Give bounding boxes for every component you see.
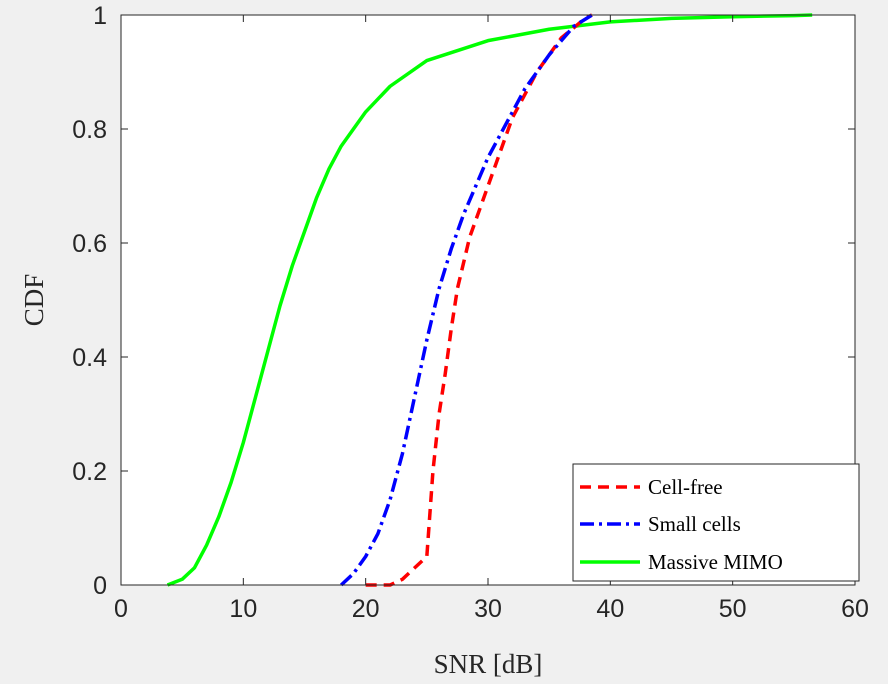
x-tick-label: 60 — [841, 595, 869, 623]
x-tick-label: 10 — [229, 595, 257, 623]
x-tick-label: 50 — [719, 595, 747, 623]
ticks-layer: 0 10 20 30 40 50 60 0 0.2 0.4 0.6 0.8 1 — [72, 2, 869, 623]
legend-label-small-cells: Small cells — [648, 512, 741, 536]
x-tick-label: 30 — [474, 595, 502, 623]
y-axis-title: CDF — [19, 274, 49, 327]
y-tick-label: 0 — [93, 572, 107, 600]
legend: Cell-free Small cells Massive MIMO — [572, 463, 860, 582]
y-tick-label: 0.4 — [72, 344, 107, 372]
x-axis-title: SNR [dB] — [434, 649, 543, 679]
y-tick-label: 0.8 — [72, 116, 107, 144]
y-tick-label: 0.6 — [72, 230, 107, 258]
series-line-small-cells — [340, 13, 593, 587]
y-tick-label: 0.2 — [72, 458, 107, 486]
legend-label-cell-free: Cell-free — [648, 475, 723, 499]
series-line-cell-free — [365, 13, 593, 587]
x-tick-label: 0 — [114, 595, 128, 623]
legend-label-massive-mimo: Massive MIMO — [648, 550, 783, 574]
y-tick-label: 1 — [93, 2, 107, 30]
x-tick-label: 40 — [596, 595, 624, 623]
x-tick-label: 20 — [352, 595, 380, 623]
